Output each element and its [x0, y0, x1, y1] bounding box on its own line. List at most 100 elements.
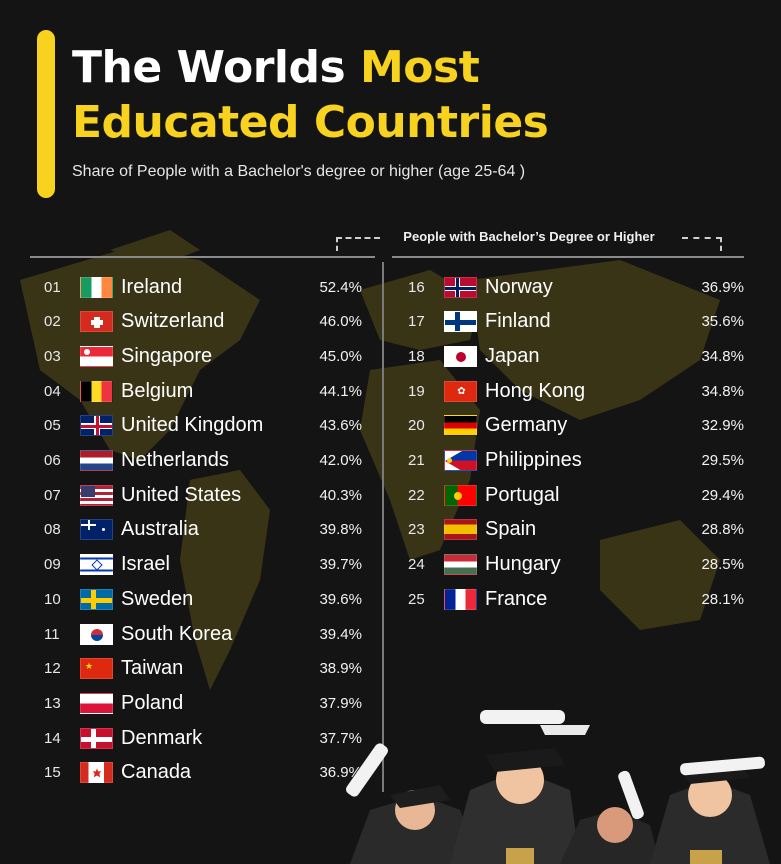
country-name: United States [121, 483, 242, 506]
percentage-value: 39.8% [319, 521, 362, 539]
percentage-value: 28.1% [701, 590, 744, 608]
percentage-value: 45.0% [319, 347, 362, 365]
australia-flag-icon [80, 519, 113, 541]
percentage-value: 46.0% [319, 313, 362, 331]
norway-flag-icon [444, 276, 477, 298]
list-item: 14 Denmark 37.7% [44, 723, 362, 753]
belgium-flag-icon [80, 380, 113, 402]
china-flag-icon: ★ [80, 658, 113, 680]
list-item: 06 Netherlands 42.0% [44, 446, 362, 476]
usa-flag-icon [80, 484, 113, 506]
title-line2-yellow: Educated Countries [72, 97, 549, 148]
rank-number: 07 [44, 486, 61, 504]
list-item: 11 South Korea 39.4% [44, 619, 362, 649]
poland-flag-icon [80, 692, 113, 714]
philippines-flag-icon [444, 450, 477, 471]
finland-flag-icon [444, 311, 477, 333]
country-name: Finland [485, 310, 551, 333]
list-item: 07 United States 40.3% [44, 480, 362, 510]
percentage-value: 44.1% [319, 382, 362, 400]
list-item: 04 Belgium 44.1% [44, 376, 362, 406]
france-flag-icon [444, 588, 477, 610]
rank-number: 25 [408, 590, 425, 608]
list-item: 02 Switzerland 46.0% [44, 307, 362, 337]
hungary-flag-icon [444, 554, 477, 576]
divider-left [30, 256, 375, 258]
column-header-label: People with Bachelor’s Degree or Higher [399, 229, 659, 244]
list-item: 13 Poland 37.9% [44, 688, 362, 718]
list-item: 03 Singapore 45.0% [44, 341, 362, 371]
rank-number: 05 [44, 417, 61, 435]
country-name: Israel [121, 553, 170, 576]
percentage-value: 43.6% [319, 417, 362, 435]
percentage-value: 37.7% [319, 729, 362, 747]
israel-flag-icon [80, 554, 113, 576]
rank-number: 01 [44, 278, 61, 296]
list-item: 09 Israel 39.7% [44, 550, 362, 580]
column-header: People with Bachelor’s Degree or Higher [332, 229, 726, 252]
rank-number: 20 [408, 417, 425, 435]
percentage-value: 39.6% [319, 590, 362, 608]
graduates-illustration [346, 710, 770, 864]
world-map-background [20, 230, 720, 690]
portugal-flag-icon [444, 484, 477, 506]
percentage-value: 28.8% [701, 521, 744, 539]
country-name: Hungary [485, 553, 561, 576]
percentage-value: 37.9% [319, 694, 362, 712]
country-name: Sweden [121, 587, 194, 610]
country-name: Canada [121, 761, 192, 784]
rank-number: 02 [44, 313, 61, 331]
rank-number: 09 [44, 556, 61, 574]
germany-flag-icon [444, 415, 477, 437]
percentage-value: 29.4% [701, 486, 744, 504]
title-accent-bar [37, 30, 55, 198]
rank-number: 08 [44, 521, 61, 539]
list-item: 05 United Kingdom 43.6% [44, 411, 362, 441]
rank-number: 18 [408, 347, 425, 365]
column-divider [382, 262, 384, 792]
list-item: 15 Canada 36.9% [44, 758, 362, 788]
list-item: 25 France 28.1% [408, 584, 744, 614]
percentage-value: 34.8% [701, 382, 744, 400]
hong-kong-flag-icon: ✿ [444, 380, 477, 402]
rank-number: 23 [408, 521, 425, 539]
uk-flag-icon [80, 415, 113, 437]
canada-flag-icon [80, 762, 113, 784]
title-line1-yellow: Most [360, 42, 480, 93]
list-item: 20 Germany 32.9% [408, 411, 744, 441]
country-name: Singapore [121, 344, 213, 367]
percentage-value: 39.4% [319, 625, 362, 643]
title-line1-white: The Worlds [72, 42, 346, 93]
list-item: 22 Portugal 29.4% [408, 480, 744, 510]
rank-number: 15 [44, 764, 61, 782]
percentage-value: 36.9% [701, 278, 744, 296]
rank-number: 16 [408, 278, 425, 296]
list-item: 17 Finland 35.6% [408, 307, 744, 337]
country-name: France [485, 587, 548, 610]
percentage-value: 32.9% [701, 417, 744, 435]
country-name: Spain [485, 518, 537, 541]
list-item: 10 Sweden 39.6% [44, 584, 362, 614]
rank-number: 17 [408, 313, 425, 331]
rank-number: 12 [44, 660, 61, 678]
country-name: Belgium [121, 379, 194, 402]
country-name: Philippines [485, 449, 582, 471]
country-name: Denmark [121, 726, 203, 749]
country-name: Hong Kong [485, 379, 586, 402]
list-item: 23 Spain 28.8% [408, 515, 744, 545]
list-item: 21 Philippines 29.5% [408, 446, 744, 476]
list-item: 18 Japan 34.8% [408, 341, 744, 371]
country-name: Norway [485, 275, 553, 298]
country-name: Poland [121, 691, 184, 714]
list-item: 24 Hungary 28.5% [408, 550, 744, 580]
page-title: The Worlds Most Educated Countries [72, 40, 549, 150]
spain-flag-icon [444, 519, 477, 541]
rank-number: 21 [408, 452, 425, 469]
ireland-flag-icon [80, 276, 113, 298]
percentage-value: 36.9% [319, 764, 362, 782]
percentage-value: 52.4% [319, 278, 362, 296]
list-item: 16 Norway 36.9% [408, 272, 744, 302]
country-name: United Kingdom [121, 414, 264, 437]
header-bracket-left [336, 237, 380, 251]
country-name: Australia [121, 518, 199, 541]
